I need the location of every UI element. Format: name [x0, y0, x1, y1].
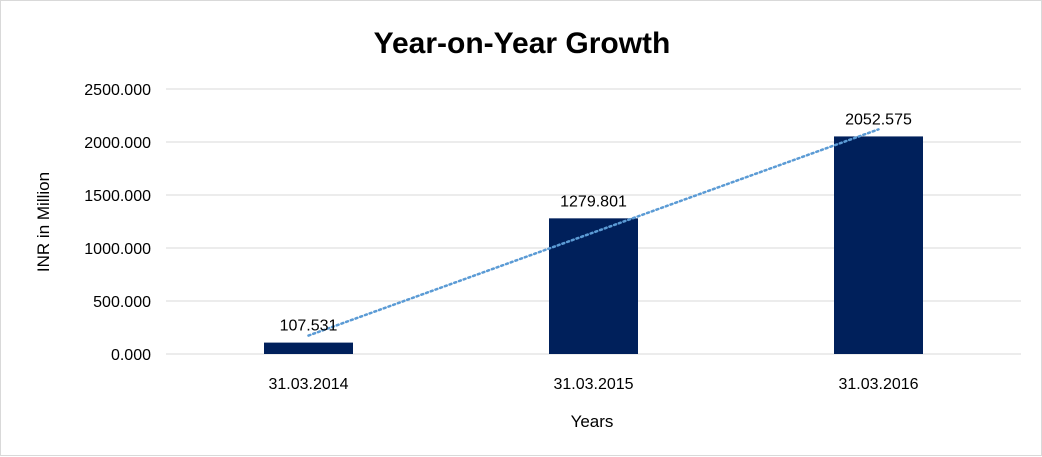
- x-axis-ticks: 31.03.2014 31.03.2015 31.03.2016: [268, 376, 918, 393]
- bars: [264, 136, 923, 354]
- data-label: 2052.575: [845, 111, 912, 128]
- x-tick-label: 31.03.2014: [268, 376, 348, 393]
- y-tick-label: 500.000: [93, 294, 151, 311]
- y-axis-ticks: 0.000 500.000 1000.000 1500.000 2000.000 2500…: [84, 82, 151, 364]
- y-tick-label: 1000.000: [84, 241, 151, 258]
- bar: [549, 218, 638, 354]
- y-tick-label: 2000.000: [84, 135, 151, 152]
- x-tick-label: 31.03.2016: [838, 376, 918, 393]
- y-tick-label: 1500.000: [84, 188, 151, 205]
- chart-title: Year-on-Year Growth: [374, 27, 671, 60]
- trendline: [307, 128, 880, 337]
- bar: [834, 136, 923, 354]
- y-tick-label: 0.000: [111, 347, 151, 364]
- data-labels: 107.531 1279.801 2052.575: [280, 111, 912, 334]
- x-tick-label: 31.03.2015: [553, 376, 633, 393]
- data-label: 107.531: [280, 318, 338, 335]
- y-axis-title: INR in Million: [34, 172, 53, 272]
- data-label: 1279.801: [560, 193, 627, 210]
- x-axis-title: Years: [571, 412, 614, 431]
- bar: [264, 342, 353, 354]
- y-tick-label: 2500.000: [84, 82, 151, 99]
